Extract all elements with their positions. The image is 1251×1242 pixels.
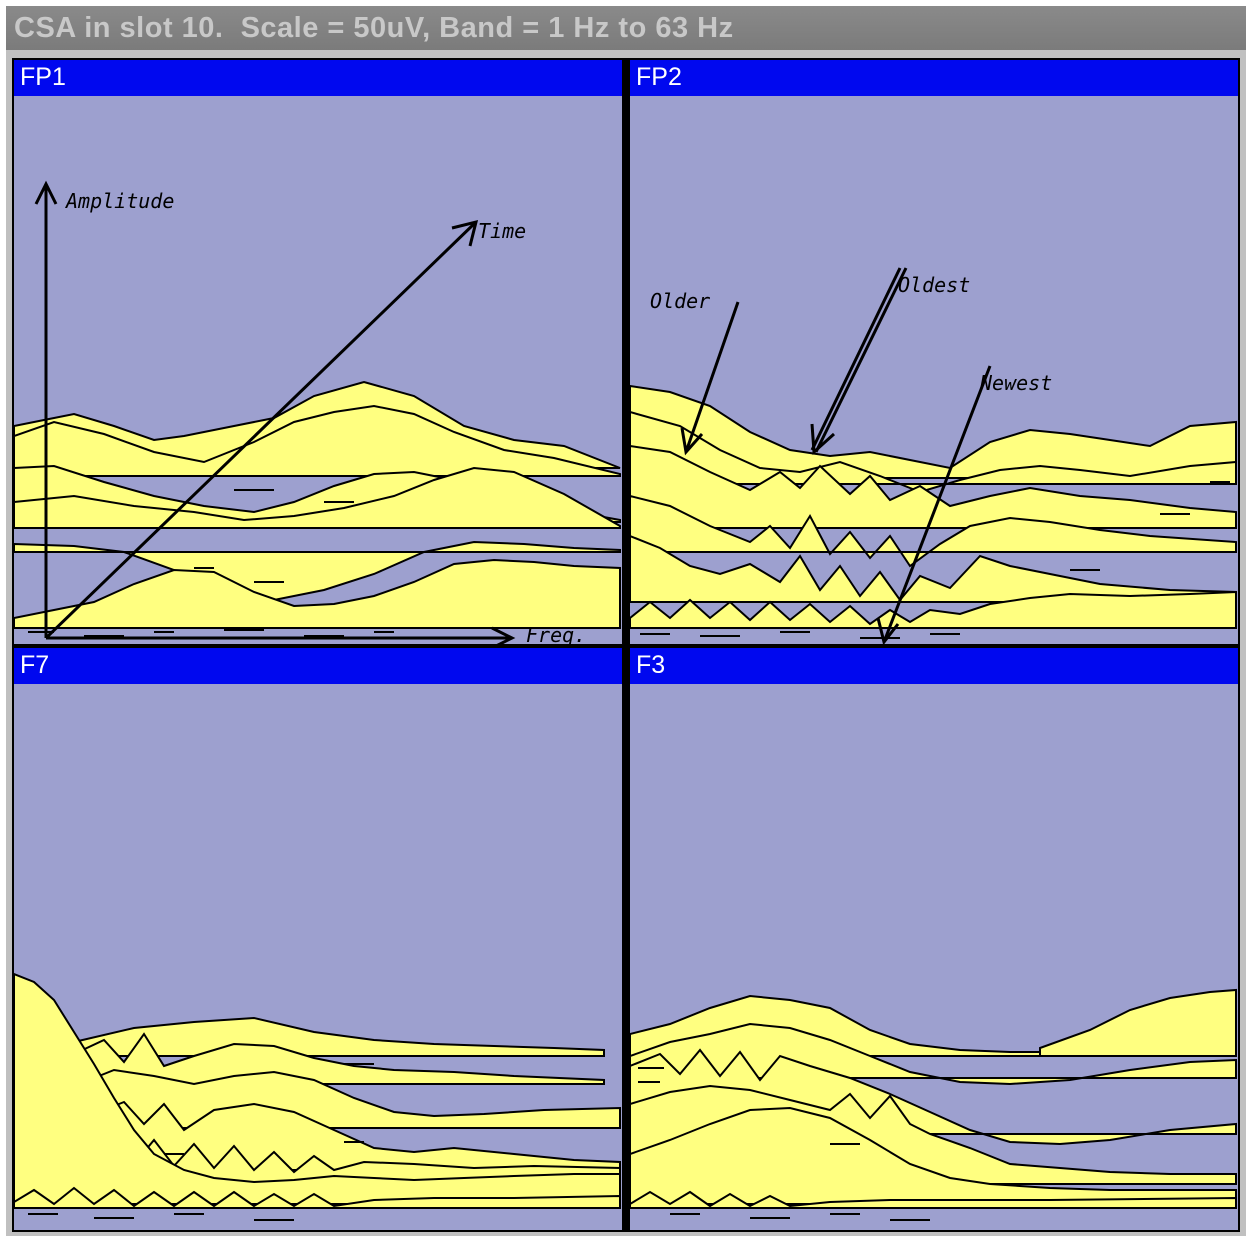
f3-baseline-ripple: [630, 1190, 1237, 1209]
panel-f3-spectrum-plot: [630, 684, 1238, 1230]
amplitude-axis-label: Amplitude: [64, 189, 174, 213]
fp2-trace-oldest: [630, 384, 1237, 479]
panel-fp2[interactable]: FP2: [630, 60, 1238, 644]
f7-spectral-traces: [14, 972, 621, 1209]
oldest-annotation: Oldest: [898, 273, 970, 297]
f3-trace-newest: [630, 1106, 1237, 1205]
f3-noise-dashes: [638, 1055, 990, 1221]
f7-trace-5: [93, 1138, 621, 1185]
fp2-spectral-traces: [630, 384, 1237, 629]
fp2-trace-4: [630, 494, 1237, 568]
f3-trace-right-oldest: [1039, 988, 1237, 1057]
window-title: CSA in slot 10. Scale = 50uV, Band = 1 H…: [6, 6, 1246, 50]
freq-axis-label: Freq.: [526, 623, 586, 644]
f7-baseline-ripple: [14, 1186, 621, 1209]
fp1-spectral-array: Amplitude Time Freq.: [14, 180, 621, 644]
panel-fp2-header: FP2: [630, 60, 1238, 96]
panel-f7[interactable]: F7: [14, 648, 622, 1230]
panel-fp1-spectrum-plot: Amplitude Time Freq.: [14, 96, 622, 644]
panel-fp2-spectrum-plot: Older Oldest Newest: [630, 96, 1238, 644]
fp1-trace-4: [14, 466, 621, 529]
older-annotation: Older: [650, 289, 710, 313]
fp2-trace-3: [630, 444, 1237, 529]
panel-f7-header: F7: [14, 648, 622, 684]
fp2-annotation-arrows: [680, 267, 992, 644]
fp2-spectral-array: Older Oldest Newest: [630, 267, 1237, 644]
f7-trace-oldest: [73, 1016, 605, 1057]
fp1-spectral-traces: [14, 380, 621, 629]
fp1-axis-arrows: [34, 180, 516, 644]
f7-trace-newest: [14, 972, 621, 1205]
panel-f3-header: F3: [630, 648, 1238, 684]
f7-trace-2: [73, 1032, 605, 1085]
time-axis-label: Time: [478, 219, 526, 243]
fp1-trace-5: [14, 540, 621, 602]
fp2-noise-dashes: [640, 481, 1230, 639]
panel-fp1-header: FP1: [14, 60, 622, 96]
f3-spectral-array: [630, 988, 1237, 1221]
panel-fp1[interactable]: FP1: [14, 60, 622, 644]
panel-f7-spectrum-plot: [14, 684, 622, 1230]
f7-trace-4: [93, 1100, 621, 1171]
newest-annotation: Newest: [979, 371, 1052, 395]
csa-panel-grid: FP1: [12, 58, 1240, 1232]
fp1-trace-newest: [14, 558, 621, 629]
f7-noise-dashes: [28, 1063, 406, 1221]
panel-f3[interactable]: F3: [630, 648, 1238, 1230]
csa-window: CSA in slot 10. Scale = 50uV, Band = 1 H…: [6, 6, 1246, 1236]
fp1-noise-dashes: [28, 489, 394, 637]
f3-spectral-traces: [630, 988, 1237, 1209]
f7-spectral-array: [14, 972, 621, 1221]
fp1-trace-2: [14, 404, 621, 477]
fp2-trace-newest: [630, 590, 1237, 629]
